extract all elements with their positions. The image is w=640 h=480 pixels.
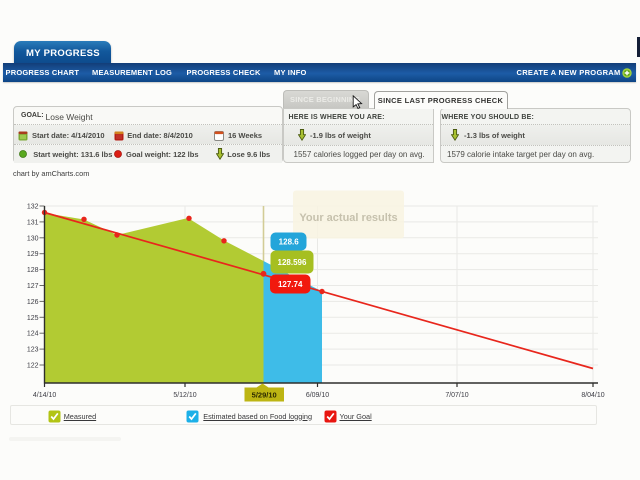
svg-text:128.6: 128.6 <box>279 238 300 247</box>
svg-text:6/09/10: 6/09/10 <box>306 392 329 399</box>
svg-text:124: 124 <box>27 331 39 338</box>
svg-text:125: 125 <box>27 315 39 322</box>
svg-text:7/07/10: 7/07/10 <box>445 392 468 399</box>
svg-text:5/12/10: 5/12/10 <box>173 392 196 399</box>
svg-text:128.596: 128.596 <box>278 258 307 267</box>
svg-text:127.74: 127.74 <box>278 280 303 289</box>
svg-text:122: 122 <box>27 363 39 370</box>
svg-text:4/14/10: 4/14/10 <box>33 392 56 399</box>
svg-text:126: 126 <box>27 299 39 306</box>
svg-text:8/04/10: 8/04/10 <box>581 392 604 399</box>
svg-text:123: 123 <box>27 347 39 354</box>
svg-text:127: 127 <box>27 283 39 290</box>
svg-text:130: 130 <box>27 235 39 242</box>
svg-text:128: 128 <box>27 267 39 274</box>
svg-text:5/29/10: 5/29/10 <box>252 390 277 399</box>
svg-text:132: 132 <box>27 204 39 211</box>
svg-text:129: 129 <box>27 251 39 258</box>
svg-text:Your actual results: Your actual results <box>299 212 397 224</box>
svg-text:131: 131 <box>27 219 39 226</box>
